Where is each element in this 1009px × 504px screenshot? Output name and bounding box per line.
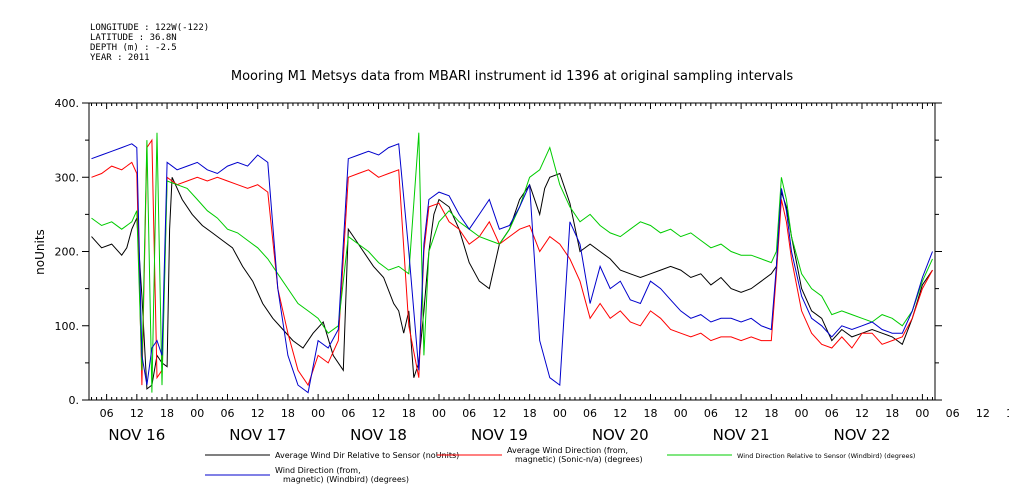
x-tick-label: 18 bbox=[1006, 407, 1009, 420]
x-tick-label: 18 bbox=[643, 407, 657, 420]
legend-label-4: magnetic) (Windbird) (degrees) bbox=[283, 475, 409, 484]
x-tick-label: 00 bbox=[674, 407, 688, 420]
depth-label: DEPTH (m) : -2.5 bbox=[90, 43, 177, 53]
x-day-label: NOV 21 bbox=[713, 426, 770, 444]
x-tick-label: 12 bbox=[372, 407, 386, 420]
series-line-4 bbox=[91, 143, 933, 394]
x-tick-label: 06 bbox=[704, 407, 718, 420]
x-day-label: NOV 17 bbox=[229, 426, 286, 444]
y-tick-label: 400. bbox=[55, 97, 80, 110]
x-tick-label: 12 bbox=[734, 407, 748, 420]
x-tick-label: 18 bbox=[160, 407, 174, 420]
longitude-label: LONGITUDE : 122W(-122) bbox=[90, 23, 209, 33]
x-tick-label: 18 bbox=[885, 407, 899, 420]
y-tick-label: 200. bbox=[55, 246, 80, 259]
y-axis-label: noUnits bbox=[33, 229, 47, 275]
x-tick-label: 06 bbox=[825, 407, 839, 420]
x-day-label: NOV 16 bbox=[108, 426, 165, 444]
x-tick-label: 00 bbox=[190, 407, 204, 420]
x-tick-label: 00 bbox=[432, 407, 446, 420]
legend-label-1: Average Wind Dir Relative to Sensor (noU… bbox=[275, 451, 459, 460]
plot-frame bbox=[88, 102, 936, 401]
y-tick-label: 300. bbox=[55, 171, 80, 184]
x-tick-label: 06 bbox=[220, 407, 234, 420]
legend-label-2: Average Wind Direction (from, bbox=[507, 446, 628, 455]
x-tick-label: 00 bbox=[553, 407, 567, 420]
series-line-2 bbox=[91, 138, 933, 387]
series-line-3 bbox=[91, 132, 933, 393]
x-tick-label: 12 bbox=[976, 407, 990, 420]
y-tick-label: 100. bbox=[55, 320, 80, 333]
x-tick-label: 06 bbox=[341, 407, 355, 420]
x-tick-label: 18 bbox=[402, 407, 416, 420]
x-tick-label: 00 bbox=[915, 407, 929, 420]
x-day-label: NOV 19 bbox=[471, 426, 528, 444]
year-label: YEAR : 2011 bbox=[90, 53, 150, 63]
x-tick-label: 00 bbox=[795, 407, 809, 420]
x-day-label: NOV 22 bbox=[834, 426, 891, 444]
x-tick-label: 06 bbox=[462, 407, 476, 420]
x-day-label: NOV 18 bbox=[350, 426, 407, 444]
x-tick-label: 12 bbox=[613, 407, 627, 420]
legend-label-2: magnetic) (Sonic-n/a) (degrees) bbox=[515, 455, 643, 464]
x-tick-label: 12 bbox=[251, 407, 265, 420]
y-tick-label: 0. bbox=[69, 394, 80, 407]
chart-title: Mooring M1 Metsys data from MBARI instru… bbox=[231, 69, 793, 84]
x-tick-label: 18 bbox=[764, 407, 778, 420]
x-tick-label: 00 bbox=[311, 407, 325, 420]
x-tick-label: 06 bbox=[583, 407, 597, 420]
x-tick-label: 18 bbox=[281, 407, 295, 420]
x-day-label: NOV 20 bbox=[592, 426, 649, 444]
x-tick-label: 06 bbox=[100, 407, 114, 420]
legend-label-4: Wind Direction (from, bbox=[275, 466, 361, 475]
x-tick-label: 12 bbox=[855, 407, 869, 420]
x-tick-label: 18 bbox=[523, 407, 537, 420]
x-tick-label: 12 bbox=[130, 407, 144, 420]
legend-label-3: Wind Direction Relative to Sensor (Windb… bbox=[737, 452, 915, 460]
x-tick-label: 06 bbox=[946, 407, 960, 420]
latitude-label: LATITUDE : 36.8N bbox=[90, 33, 177, 43]
x-tick-label: 12 bbox=[492, 407, 506, 420]
